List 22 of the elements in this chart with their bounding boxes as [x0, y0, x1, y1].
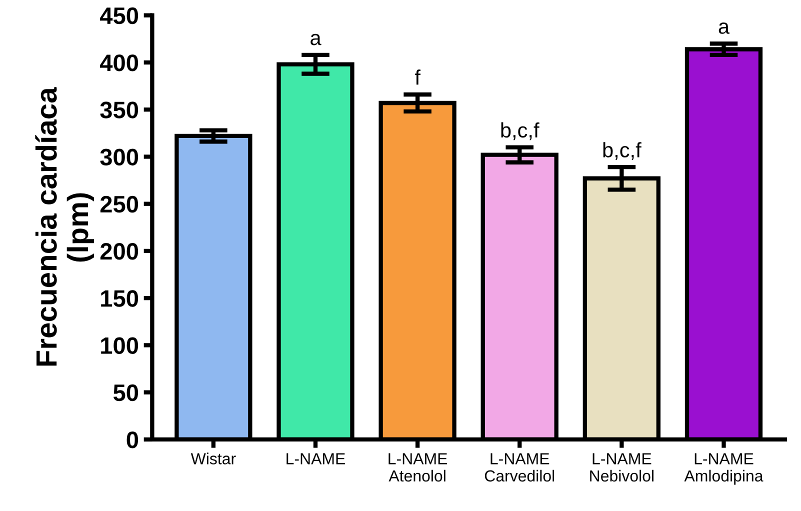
y-tick-label: 200 [100, 243, 138, 260]
annotation: a [718, 22, 730, 34]
y-tick-label: 300 [100, 148, 138, 166]
annotation: a [310, 34, 322, 46]
y-tick-label: 150 [101, 290, 138, 307]
y-tick-label: 350 [100, 102, 138, 118]
x-tick-label: L-NAME Nebivolol [590, 453, 654, 482]
y-tick-label: 100 [101, 337, 138, 354]
annotation: b,c,f [603, 142, 642, 160]
annotation: f [414, 70, 420, 85]
x-tick-label: L-NAME Atenolol [388, 453, 448, 482]
y-tick-label: 400 [100, 54, 138, 72]
y-tick-label: 450 [100, 7, 138, 24]
x-tick-label: Wistar [190, 452, 236, 464]
y-axis-title: Frecuencia cardíaca (lpm) [35, 86, 94, 366]
y-tick-label: 250 [100, 196, 138, 213]
y-tick-label: 50 [113, 384, 138, 402]
y-tick-label: 0 [126, 432, 138, 448]
x-tick-label: L-NAME [286, 453, 345, 464]
annotation: b,c,f [501, 122, 540, 140]
x-tick-label: L-NAME Amlodipina [684, 453, 764, 485]
x-tick-label: L-NAME Carvedilol [484, 453, 554, 482]
